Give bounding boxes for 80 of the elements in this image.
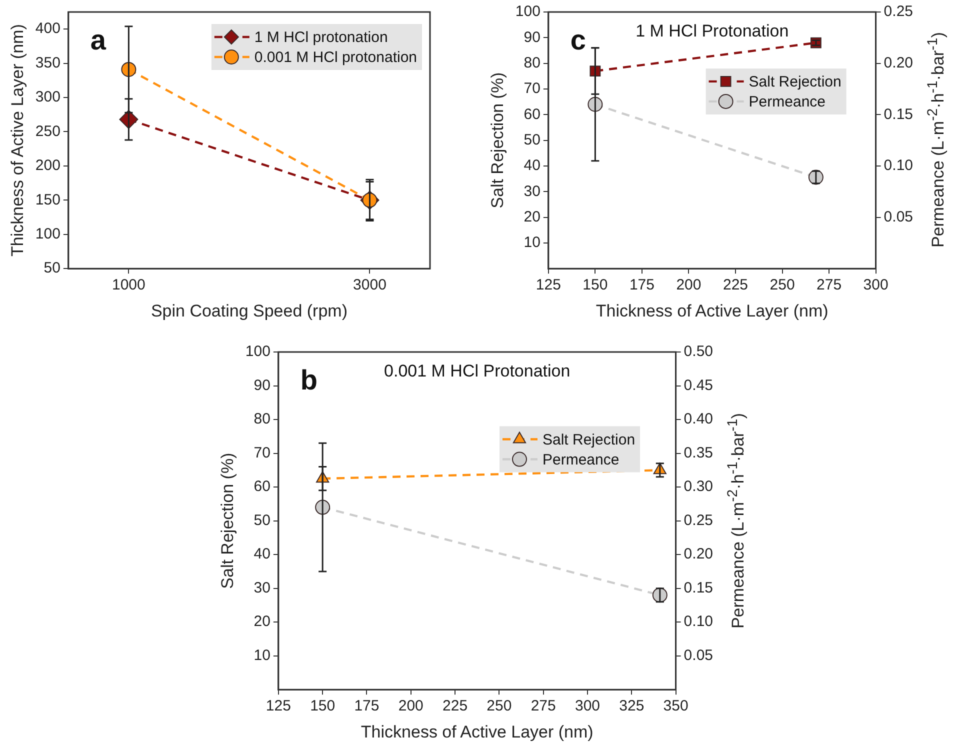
legend-label: Salt Rejection bbox=[748, 74, 842, 91]
y-tick-label: 250 bbox=[35, 122, 60, 140]
x-tick-label: 275 bbox=[816, 276, 842, 294]
x-tick-label: 350 bbox=[663, 698, 688, 715]
y-tick-label: 50 bbox=[254, 512, 270, 529]
y-tick-label: 50 bbox=[44, 260, 60, 277]
y2-tick-label: 0.25 bbox=[884, 3, 914, 20]
x-tick-label: 175 bbox=[354, 698, 380, 715]
y-tick-label: 30 bbox=[524, 182, 540, 200]
x-tick-label: 200 bbox=[676, 276, 702, 294]
x-tick-label: 300 bbox=[863, 276, 888, 294]
y-tick-label: 50 bbox=[524, 131, 540, 148]
y-tick-label: 400 bbox=[35, 20, 60, 38]
legend-label: 1 M HCl protonation bbox=[254, 29, 388, 46]
y-axis-title: Salt Rejection (%) bbox=[218, 452, 237, 589]
y-tick-label: 20 bbox=[254, 613, 270, 630]
y-tick-label: 150 bbox=[35, 191, 60, 208]
y-tick-label: 20 bbox=[524, 208, 540, 226]
y2-tick-label: 0.45 bbox=[684, 376, 714, 394]
x-tick-label: 125 bbox=[266, 698, 291, 715]
y-tick-label: 350 bbox=[35, 54, 60, 72]
annotation: a bbox=[90, 24, 106, 56]
legend-label: 0.001 M HCl protonation bbox=[254, 49, 418, 66]
x-tick-label: 125 bbox=[536, 276, 561, 294]
x-axis-title: Thickness of Active Layer (nm) bbox=[596, 301, 828, 320]
y-tick-label: 40 bbox=[524, 157, 540, 174]
y2-tick-label: 0.20 bbox=[884, 54, 914, 72]
text: 1 M HCl Protonation bbox=[636, 22, 789, 41]
y-tick-label: 80 bbox=[254, 410, 270, 428]
x-axis-title: Thickness of Active Layer (nm) bbox=[360, 722, 594, 742]
x-tick-label: 175 bbox=[629, 276, 654, 294]
y2-tick-label: 0.05 bbox=[884, 208, 914, 226]
x-tick-label: 225 bbox=[722, 276, 748, 294]
x-axis-title: Spin Coating Speed (rpm) bbox=[150, 301, 348, 320]
y-axis-title: Salt Rejection (%) bbox=[488, 72, 507, 208]
y2-tick-label: 0.15 bbox=[684, 579, 714, 596]
x-tick-label: 250 bbox=[770, 276, 795, 294]
y-tick-label: 70 bbox=[524, 80, 540, 98]
y2-tick-label: 0.10 bbox=[884, 157, 914, 174]
y-tick-label: 200 bbox=[35, 157, 60, 174]
y2-tick-label: 0.50 bbox=[684, 343, 714, 360]
y2-tick-label: 0.35 bbox=[684, 444, 714, 462]
x-tick-label: 275 bbox=[530, 698, 556, 715]
text: 0.001 M HCl Protonation bbox=[384, 362, 570, 381]
x-tick-label: 200 bbox=[398, 698, 424, 715]
y-tick-label: 10 bbox=[254, 646, 270, 664]
x-tick-label: 150 bbox=[582, 276, 608, 294]
y-tick-label: 90 bbox=[524, 28, 540, 46]
x-tick-label: 325 bbox=[619, 698, 644, 715]
y2-tick-label: 0.25 bbox=[684, 512, 714, 529]
y2-tick-label: 0.30 bbox=[684, 478, 714, 496]
y-tick-label: 100 bbox=[245, 343, 270, 360]
y2-tick-label: 0.05 bbox=[684, 646, 714, 664]
y-tick-label: 80 bbox=[524, 54, 540, 72]
x-tick-label: 1000 bbox=[112, 276, 146, 294]
y-tick-label: 60 bbox=[524, 106, 540, 123]
y-tick-label: 30 bbox=[254, 579, 270, 596]
y-tick-label: 70 bbox=[254, 444, 270, 462]
y-tick-label: 10 bbox=[524, 234, 540, 252]
y2-tick-label: 0.40 bbox=[684, 410, 714, 428]
x-tick-label: 300 bbox=[574, 698, 600, 715]
legend-label: Salt Rejection bbox=[542, 431, 636, 448]
x-tick-label: 3000 bbox=[353, 276, 386, 294]
y2-tick-label: 0.20 bbox=[684, 546, 714, 563]
y-tick-label: 60 bbox=[254, 478, 270, 496]
y-axis-title: Thickness of Active Layer (nm) bbox=[8, 24, 27, 257]
x-tick-label: 250 bbox=[486, 698, 512, 715]
legend-label: Permeance bbox=[748, 94, 826, 111]
y2-tick-label: 0.15 bbox=[884, 106, 914, 123]
legend-label: Permeance bbox=[542, 451, 620, 468]
y-tick-label: 100 bbox=[515, 3, 540, 20]
y-tick-label: 90 bbox=[254, 376, 270, 394]
y2-tick-label: 0.10 bbox=[684, 613, 714, 630]
x-tick-label: 150 bbox=[310, 698, 336, 715]
y-tick-label: 300 bbox=[35, 88, 60, 106]
annotation: b bbox=[300, 364, 318, 396]
x-tick-label: 225 bbox=[442, 698, 468, 715]
y-tick-label: 40 bbox=[254, 546, 270, 563]
annotation: c bbox=[570, 24, 586, 56]
y-tick-label: 100 bbox=[35, 226, 60, 243]
